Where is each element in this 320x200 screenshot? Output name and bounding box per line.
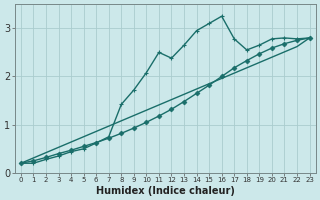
X-axis label: Humidex (Indice chaleur): Humidex (Indice chaleur) (96, 186, 235, 196)
